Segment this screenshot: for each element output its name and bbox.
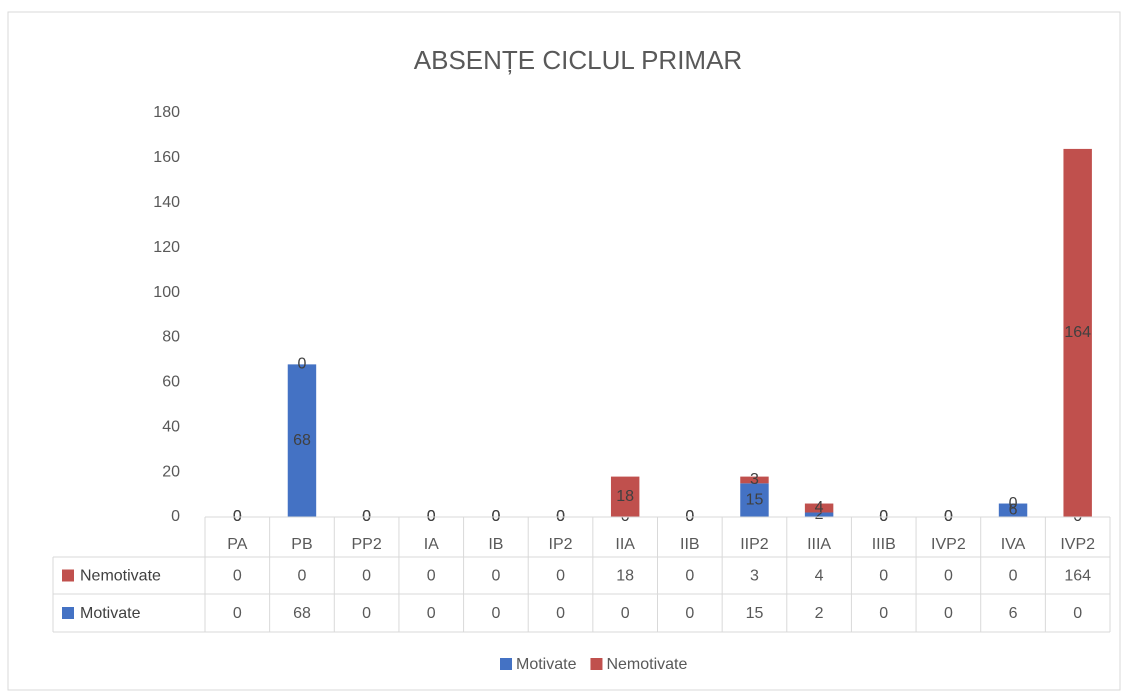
x-tick-label: IB xyxy=(488,536,503,553)
y-tick-label: 80 xyxy=(162,329,180,346)
legend-key xyxy=(590,658,603,670)
x-tick-label: PP2 xyxy=(351,536,381,553)
data-label: 3 xyxy=(750,471,759,488)
table-cell: 0 xyxy=(491,568,500,585)
table-cell: 0 xyxy=(685,605,694,622)
y-tick-label: 100 xyxy=(153,284,180,301)
y-tick-label: 140 xyxy=(153,194,180,211)
table-cell: 0 xyxy=(556,568,565,585)
table-cell: 0 xyxy=(233,568,242,585)
table-cell: 0 xyxy=(685,568,694,585)
table-cell: 0 xyxy=(944,568,953,585)
x-tick-label: IVP2 xyxy=(931,536,966,553)
x-tick-label: IVA xyxy=(1001,536,1026,553)
bar-segment xyxy=(740,476,769,484)
table-cell: 0 xyxy=(1009,568,1018,585)
bar-segment xyxy=(610,476,640,517)
table-cell: 0 xyxy=(298,568,307,585)
table-cell: 0 xyxy=(427,568,436,585)
y-tick-label: 120 xyxy=(153,239,180,256)
x-tick-label: IIIA xyxy=(807,536,831,553)
table-cell: 0 xyxy=(879,605,888,622)
table-cell: 0 xyxy=(944,605,953,622)
table-cell: 164 xyxy=(1064,568,1091,585)
bar-segment xyxy=(998,503,1028,517)
data-label: 68 xyxy=(293,432,311,449)
bar-segment xyxy=(804,503,834,513)
table-row-label: Motivate xyxy=(80,605,141,622)
data-label: 164 xyxy=(1064,324,1091,341)
table-cell: 68 xyxy=(293,605,311,622)
data-label: 4 xyxy=(815,499,824,516)
chart-frame xyxy=(7,11,1121,691)
bar-segment xyxy=(740,483,769,517)
y-tick-label: 180 xyxy=(153,104,180,121)
bar-segment xyxy=(1063,148,1092,517)
x-tick-label: IIP2 xyxy=(740,536,769,553)
bar-segment xyxy=(804,512,834,517)
x-tick-label: PA xyxy=(227,536,247,553)
table-cell: 0 xyxy=(491,605,500,622)
table-row-label: Nemotivate xyxy=(80,568,161,585)
legend-label: Nemotivate xyxy=(606,656,687,673)
data-label: 0 xyxy=(1009,495,1018,512)
table-cell: 0 xyxy=(1073,605,1082,622)
table-cell: 18 xyxy=(616,568,634,585)
y-tick-label: 0 xyxy=(171,508,180,525)
table-cell: 0 xyxy=(427,605,436,622)
y-tick-label: 160 xyxy=(153,149,180,166)
table-cell: 0 xyxy=(621,605,630,622)
data-label: 6 xyxy=(1009,501,1018,518)
x-tick-label: IP2 xyxy=(549,536,573,553)
y-tick-label: 20 xyxy=(162,463,180,480)
table-legend-key xyxy=(62,607,74,619)
x-tick-label: IIIB xyxy=(872,536,896,553)
legend-label: Motivate xyxy=(516,656,577,673)
table-cell: 2 xyxy=(815,605,824,622)
x-tick-label: IA xyxy=(424,536,439,553)
table-cell: 0 xyxy=(879,568,888,585)
chart-title: ABSENȚE CICLUL PRIMAR xyxy=(414,45,742,75)
y-tick-label: 60 xyxy=(162,374,180,391)
table-legend-key xyxy=(62,569,74,582)
y-tick-label: 40 xyxy=(162,418,180,435)
data-label: 15 xyxy=(746,491,764,508)
x-tick-label: IIB xyxy=(680,536,700,553)
table-cell: 6 xyxy=(1009,605,1018,622)
table-cell: 4 xyxy=(815,568,824,585)
data-label: 18 xyxy=(616,488,634,505)
x-tick-label: IIA xyxy=(615,536,635,553)
table-cell: 0 xyxy=(556,605,565,622)
table-cell: 0 xyxy=(362,568,371,585)
table-cell: 15 xyxy=(746,605,764,622)
data-label: 0 xyxy=(298,356,307,373)
table-cell: 3 xyxy=(750,568,759,585)
table-cell: 0 xyxy=(233,605,242,622)
legend-key xyxy=(500,658,512,670)
table-cell: 0 xyxy=(362,605,371,622)
bar-segment xyxy=(287,364,317,517)
data-label: 2 xyxy=(815,506,824,523)
x-tick-label: PB xyxy=(291,536,312,553)
x-tick-label: IVP2 xyxy=(1060,536,1095,553)
